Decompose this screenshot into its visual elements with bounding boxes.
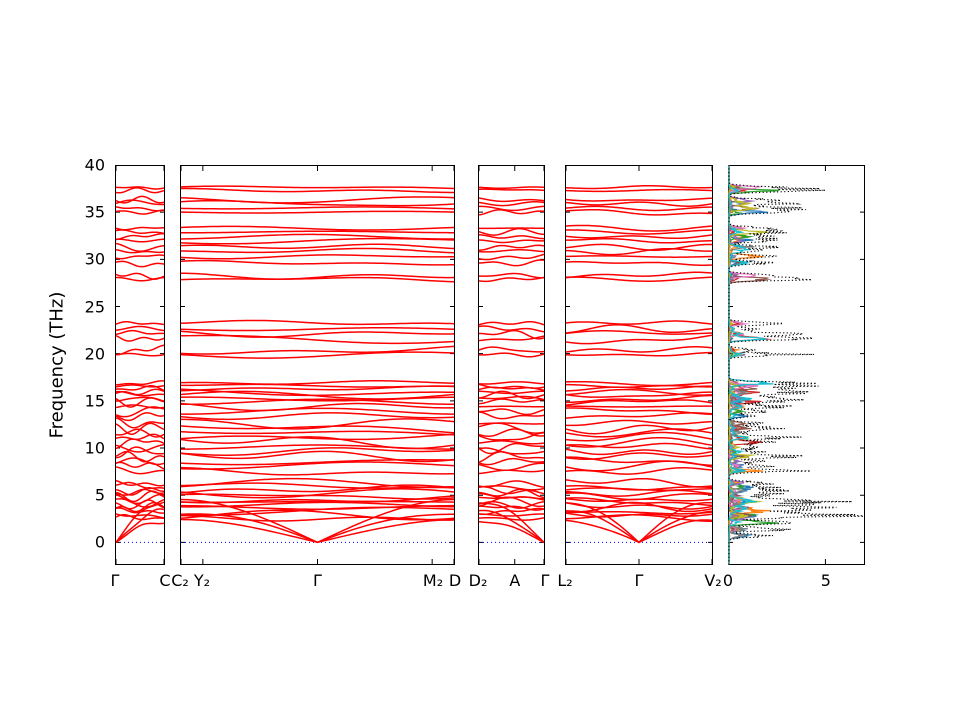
- x-tick-label: L₂: [557, 571, 573, 590]
- x-tick-label: D: [448, 571, 462, 590]
- y-tick-label: 0: [94, 532, 105, 552]
- y-tick-label: 30: [84, 249, 105, 269]
- x-tick-label: Γ: [313, 571, 322, 590]
- y-tick-label: 15: [84, 391, 105, 411]
- x-tick-label: A: [509, 571, 521, 590]
- x-tick-label: Y₂: [193, 571, 211, 590]
- x-tick-label: C₂: [171, 571, 189, 590]
- x-tick-label: 5: [820, 571, 831, 590]
- x-tick-label: Γ: [540, 571, 550, 590]
- y-tick-label: 25: [84, 297, 105, 316]
- x-tick-label: V₂: [704, 571, 722, 590]
- x-tick-label: M₂: [422, 571, 444, 590]
- dos-panel-canvas: [728, 165, 865, 565]
- y-tick-label: 35: [84, 202, 105, 222]
- y-tick-label: 10: [84, 438, 105, 458]
- x-tick-label: Γ: [110, 571, 120, 590]
- y-tick-label: 40: [84, 155, 105, 175]
- band-segment-4-canvas: [565, 165, 713, 565]
- x-tick-label: 0: [722, 571, 734, 590]
- x-tick-label: D₂: [468, 571, 488, 590]
- y-tick-label: 20: [84, 344, 105, 364]
- x-tick-label: C: [159, 571, 171, 590]
- band-segment-3-canvas: [478, 165, 545, 565]
- band-segment-1-canvas: [115, 165, 165, 565]
- y-tick-label: 5: [94, 485, 105, 505]
- x-tick-label: Γ: [634, 571, 644, 590]
- band-segment-2-canvas: [180, 165, 455, 565]
